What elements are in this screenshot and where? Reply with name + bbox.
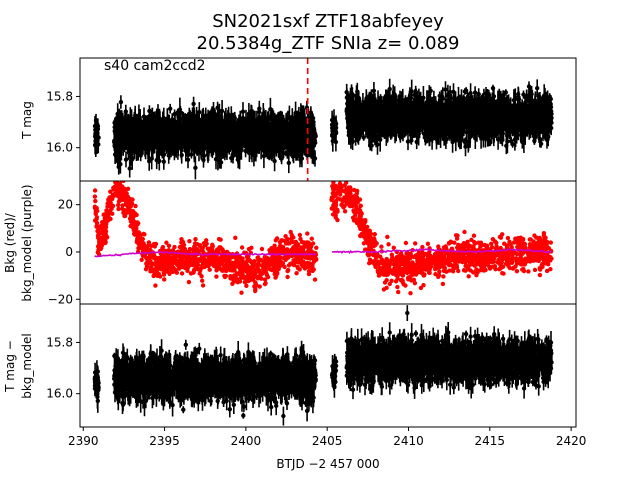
- plot-area-top: [92, 58, 554, 181]
- points-top-3: [344, 84, 554, 149]
- middle-ylabel-line-1: Bkg (red)/: [3, 212, 17, 273]
- bottom-panel: 15.8 16.0 2390 2395 2400 2405 2410 2415 2420: [46, 303, 587, 448]
- ytick-label-bottom-0: 15.8: [46, 335, 73, 349]
- xtick-label-0: 2390: [68, 434, 99, 448]
- bottom-ylabel-line-1: T mag −: [3, 340, 17, 393]
- data-segment-top-2: [329, 109, 339, 152]
- points-top-2: [329, 116, 339, 145]
- top-panel: 15.8 16.0: [46, 57, 577, 182]
- plot-area-middle: [92, 181, 554, 296]
- data-segment-bottom-1: [112, 339, 318, 426]
- top-ylabel: T mag: [20, 101, 34, 140]
- ytick-label-top-0: 15.8: [46, 89, 73, 103]
- ytick-label-bottom-1: 16.0: [46, 387, 73, 401]
- xtick-label-4: 2410: [393, 434, 424, 448]
- series-bkg-model-line: [94, 248, 552, 258]
- ytick-label-middle-1: 0: [65, 245, 73, 259]
- xtick-label-1: 2395: [149, 434, 180, 448]
- xtick-label-3: 2405: [312, 434, 343, 448]
- ytick-label-top-1: 16.0: [46, 141, 73, 155]
- axes-frame-bottom: [79, 303, 577, 428]
- ytick-label-middle-2: 20: [58, 198, 73, 212]
- xtick-label-6: 2420: [556, 434, 587, 448]
- sector-camera-annotation: s40 cam2ccd2: [104, 58, 206, 74]
- points-top-0: [92, 118, 101, 149]
- middle-ylabel-line-2: bkg_model (purple): [20, 184, 34, 301]
- data-segment-top-0: [92, 113, 101, 157]
- x-axis-label: BTJD −2 457 000: [276, 457, 379, 471]
- data-segment-top-3: [344, 78, 554, 157]
- data-segment-bottom-2: [329, 353, 339, 398]
- series-bkg-points: [92, 181, 554, 296]
- data-segment-bottom-0: [92, 360, 101, 413]
- points-bottom-2: [329, 359, 339, 390]
- points-bottom-3: [344, 310, 554, 392]
- xtick-label-5: 2415: [475, 434, 506, 448]
- xtick-label-2: 2400: [231, 434, 262, 448]
- points-bottom-1: [112, 342, 318, 419]
- plot-area-bottom: [92, 305, 554, 426]
- data-segment-bottom-3: [344, 305, 554, 400]
- title-line-2: 20.5384g_ZTF SNIa z= 0.089: [197, 33, 460, 54]
- title-line-1: SN2021sxf ZTF18abfeyey: [212, 11, 444, 32]
- bottom-ylabel-line-2: bkg_model: [20, 333, 34, 399]
- ytick-label-middle-0: −20: [48, 292, 73, 306]
- data-segment-top-1: [112, 95, 318, 180]
- points-top-1: [112, 99, 318, 171]
- points-bottom-0: [92, 369, 101, 404]
